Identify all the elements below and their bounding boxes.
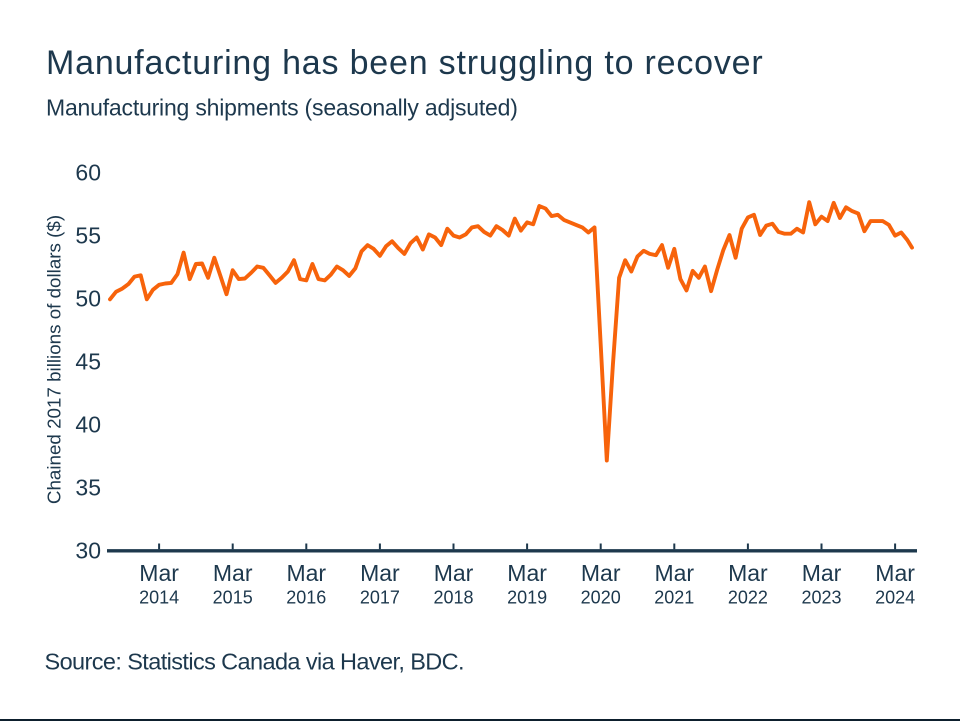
svg-text:2018: 2018	[433, 588, 473, 608]
svg-text:40: 40	[75, 411, 101, 437]
svg-text:2022: 2022	[728, 588, 768, 608]
svg-text:2019: 2019	[507, 588, 547, 608]
svg-text:Mar: Mar	[802, 560, 842, 586]
svg-text:2017: 2017	[360, 588, 400, 608]
svg-text:2015: 2015	[213, 588, 253, 608]
svg-text:35: 35	[75, 474, 101, 500]
svg-text:2023: 2023	[801, 588, 841, 608]
svg-text:2024: 2024	[875, 588, 915, 608]
svg-text:Chained 2017 billions of dolla: Chained 2017 billions of dollars ($)	[44, 215, 65, 504]
svg-text:Mar: Mar	[507, 560, 547, 586]
svg-text:30: 30	[75, 537, 101, 563]
svg-text:Mar: Mar	[434, 560, 474, 586]
svg-text:2016: 2016	[286, 588, 326, 608]
svg-text:45: 45	[75, 348, 101, 374]
svg-text:Mar: Mar	[654, 560, 694, 586]
svg-text:2014: 2014	[139, 588, 179, 608]
svg-text:Mar: Mar	[360, 560, 400, 586]
svg-text:Mar: Mar	[213, 560, 253, 586]
svg-text:50: 50	[75, 285, 101, 311]
svg-text:2020: 2020	[581, 588, 621, 608]
svg-text:Mar: Mar	[875, 560, 915, 586]
svg-text:Mar: Mar	[286, 560, 326, 586]
svg-text:Mar: Mar	[581, 560, 621, 586]
svg-text:Manufacturing has been struggl: Manufacturing has been struggling to rec…	[46, 44, 764, 82]
svg-text:Source: Statistics Canada via: Source: Statistics Canada via Haver, BDC…	[45, 649, 464, 675]
svg-text:55: 55	[75, 222, 101, 248]
svg-text:60: 60	[75, 159, 101, 185]
svg-text:Manufacturing shipments (seaso: Manufacturing shipments (seasonally adjs…	[46, 95, 518, 121]
svg-text:Mar: Mar	[139, 560, 179, 586]
svg-text:Mar: Mar	[728, 560, 768, 586]
svg-text:2021: 2021	[654, 588, 694, 608]
